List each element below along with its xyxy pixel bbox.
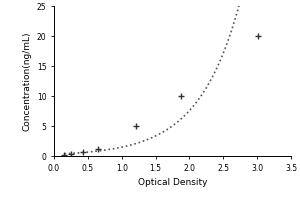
X-axis label: Optical Density: Optical Density [138,178,207,187]
Y-axis label: Concentration(ng/mL): Concentration(ng/mL) [22,31,31,131]
